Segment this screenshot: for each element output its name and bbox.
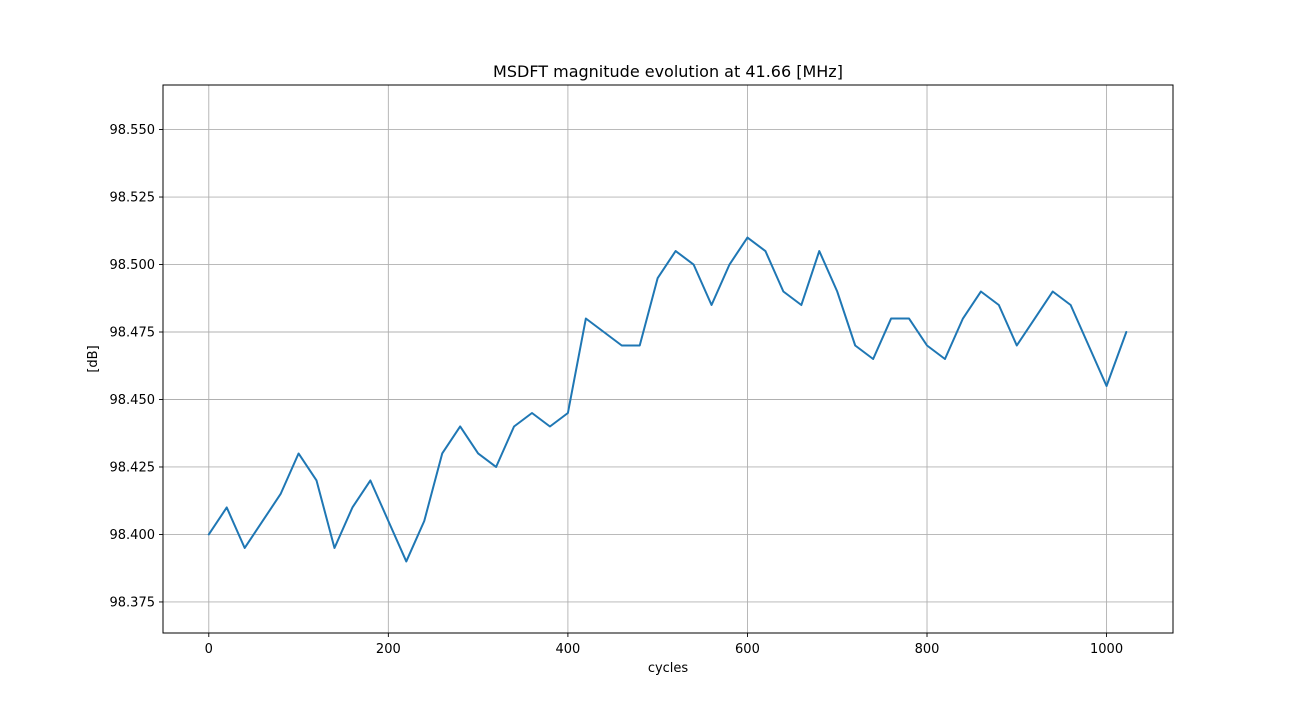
y-tick-label: 98.500 <box>110 258 156 273</box>
x-tick-label: 0 <box>205 642 213 657</box>
y-tick-label: 98.375 <box>110 595 156 610</box>
y-tick-label: 98.475 <box>110 326 156 341</box>
grid <box>163 85 1173 633</box>
y-tick-label: 98.425 <box>110 460 156 475</box>
x-axis-label: cycles <box>648 661 689 676</box>
y-tick-label: 98.525 <box>110 191 156 206</box>
series-layer <box>207 236 1128 563</box>
x-axis: 0 200 400 600 800 1000 <box>205 633 1123 657</box>
x-tick-label: 800 <box>915 642 940 657</box>
x-tick-label: 400 <box>555 642 580 657</box>
chart-title: MSDFT magnitude evolution at 41.66 [MHz] <box>493 62 843 81</box>
x-tick-label: 1000 <box>1090 642 1123 657</box>
x-tick-label: 600 <box>735 642 760 657</box>
y-tick-label: 98.450 <box>110 393 156 408</box>
y-tick-label: 98.550 <box>110 123 156 138</box>
series-line <box>207 236 1128 563</box>
x-tick-label: 200 <box>376 642 401 657</box>
y-axis: 98.375 98.400 98.425 98.450 98.475 98.500 98.5… <box>110 123 163 610</box>
plot-frame <box>162 84 1174 634</box>
y-tick-label: 98.400 <box>110 528 156 543</box>
y-axis-label: [dB] <box>86 345 101 372</box>
